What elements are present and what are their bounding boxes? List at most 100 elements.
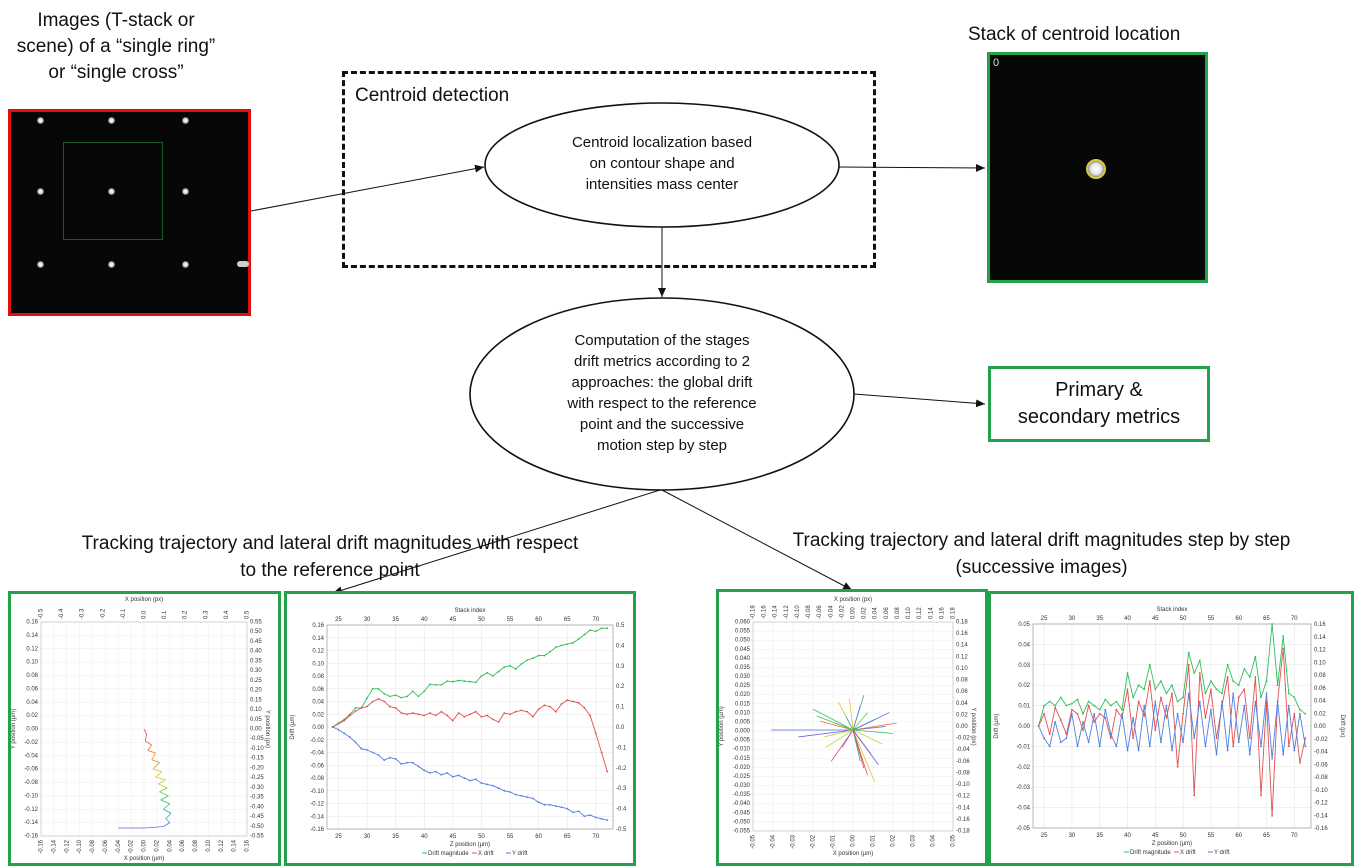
right-axis-label: Y position (px) <box>264 710 270 748</box>
bottom-tick-label: -0.01 <box>831 834 837 848</box>
data-point <box>1171 684 1173 687</box>
right-tick-label: 0.10 <box>1314 660 1326 666</box>
data-point <box>440 773 443 776</box>
bottom-tick-label: -0.10 <box>77 839 83 853</box>
displacement-vector <box>812 708 854 731</box>
data-point <box>549 650 551 653</box>
data-point <box>1143 688 1146 691</box>
data-point <box>1193 672 1196 674</box>
arrow-images-to-localization <box>250 164 485 212</box>
tracking-step-caption: Tracking trajectory and lateral drift ma… <box>725 527 1358 581</box>
data-point <box>1232 680 1235 682</box>
data-point <box>486 671 489 674</box>
right-tick-label: 0.5 <box>616 623 625 629</box>
data-point <box>1210 680 1212 682</box>
top-tick-label: 0.08 <box>895 607 901 619</box>
bottom-tick-label: 35 <box>1096 833 1103 839</box>
trajectory-segment <box>163 803 171 810</box>
right-tick-label: -0.20 <box>250 765 264 771</box>
data-point <box>537 801 540 804</box>
right-tick-label: -0.04 <box>956 747 970 753</box>
top-tick-label: 0.12 <box>917 607 923 619</box>
data-point <box>543 704 546 707</box>
data-point <box>1182 741 1184 744</box>
drift-plot-step: 0.05 0.04 0.03 0.02 0.01 0.00 -0.01 -0.02 -0.03 -… <box>988 591 1354 866</box>
left-tick-label: 0.050 <box>735 638 751 644</box>
data-point <box>600 627 603 630</box>
data-point <box>503 666 506 668</box>
data-point <box>1304 712 1307 715</box>
legend-label: Y drift <box>1214 850 1230 856</box>
bottom-tick-label: -0.05 <box>751 834 757 848</box>
data-point <box>1076 698 1079 701</box>
data-point <box>589 714 591 717</box>
legend-label: X drift <box>1180 850 1196 856</box>
right-tick-label: -0.14 <box>1314 813 1328 819</box>
right-tick-label: -0.06 <box>956 759 970 765</box>
top-tick-label: 25 <box>1041 616 1048 622</box>
right-tick-label: 0.14 <box>956 643 968 649</box>
right-tick-label: -0.3 <box>616 786 627 792</box>
data-point <box>1293 696 1296 699</box>
data-point <box>1243 704 1246 707</box>
data-point <box>1260 794 1262 797</box>
left-tick-label: 0.14 <box>312 636 324 642</box>
left-tick-label: 0.16 <box>312 623 324 629</box>
bottom-tick-label: 0.12 <box>219 839 225 851</box>
data-point <box>514 793 517 796</box>
data-point <box>377 687 380 690</box>
data-point <box>451 719 454 722</box>
top-tick-label: -0.2 <box>100 608 106 619</box>
computation-line: with respect to the reference <box>567 395 757 412</box>
data-point <box>1076 745 1079 748</box>
displacement-vector <box>852 712 890 731</box>
computation-line: motion step by step <box>596 437 728 454</box>
left-tick-label: -0.12 <box>310 802 324 808</box>
data-point <box>1204 692 1207 695</box>
ring-spot <box>182 188 189 195</box>
left-tick-label: -0.02 <box>310 738 324 744</box>
top-tick-label: -0.10 <box>795 605 801 619</box>
data-point <box>1115 745 1118 748</box>
data-point <box>520 663 523 665</box>
data-point <box>411 690 414 693</box>
data-point <box>406 695 408 698</box>
data-point <box>1104 698 1107 701</box>
metrics-line: Primary & <box>1055 379 1143 401</box>
data-point <box>1226 663 1229 666</box>
data-point <box>1299 761 1301 764</box>
data-point <box>1082 721 1084 723</box>
plot-frame <box>1032 623 1312 829</box>
data-point <box>1104 708 1107 711</box>
right-tick-label: 0.35 <box>250 658 262 664</box>
data-point <box>406 761 408 764</box>
trajectory-segment <box>143 826 164 829</box>
top-tick-label: 40 <box>1124 616 1131 622</box>
data-point <box>1160 696 1162 699</box>
trajectory-segment <box>165 818 171 823</box>
data-point <box>383 759 386 761</box>
top-tick-label: -0.5 <box>39 608 45 619</box>
top-tick-label: 30 <box>1069 616 1076 622</box>
bottom-tick-label: 25 <box>1041 833 1048 839</box>
left-tick-label: 0.00 <box>1018 724 1030 730</box>
data-point <box>1287 745 1290 748</box>
left-tick-label: -0.02 <box>1016 765 1030 771</box>
data-point <box>1054 704 1057 707</box>
computation-text: Computation of the stages drift metrics … <box>512 330 812 456</box>
bottom-tick-label: 0.02 <box>154 839 160 851</box>
left-tick-label: -0.04 <box>24 753 38 759</box>
bottom-tick-label: -0.16 <box>39 839 45 853</box>
bottom-tick-label: 45 <box>1152 833 1159 839</box>
displacement-vector <box>852 712 868 731</box>
right-tick-label: 0.18 <box>956 620 968 626</box>
bottom-axis-label: Z position (µm) <box>1152 841 1192 847</box>
data-point <box>526 659 529 661</box>
left-tick-label: 0.04 <box>26 700 38 706</box>
left-tick-label: -0.10 <box>310 789 324 795</box>
tracking-reference-caption: Tracking trajectory and lateral drift ma… <box>0 530 660 584</box>
trajectory-segment <box>147 744 153 751</box>
right-tick-label: 0.00 <box>956 724 968 730</box>
right-tick-label: -0.2 <box>616 766 627 772</box>
data-point <box>1087 741 1090 744</box>
